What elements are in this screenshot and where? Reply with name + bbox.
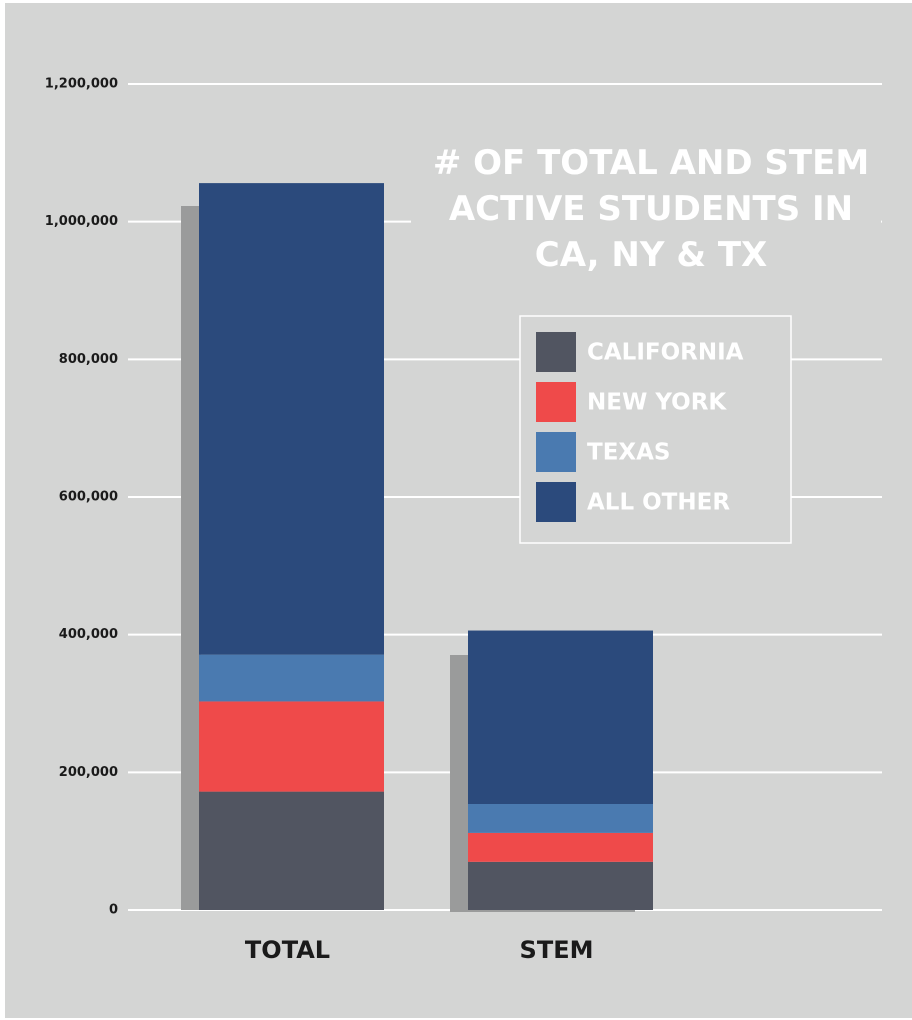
- legend-swatch: [536, 332, 576, 372]
- legend-label: NEW YORK: [587, 390, 727, 416]
- bar-shadow: [181, 206, 201, 910]
- chart-title: # OF TOTAL AND STEM ACTIVE STUDENTS IN CA,…: [433, 143, 869, 275]
- x-tick-label: TOTAL: [245, 936, 330, 964]
- y-tick-label: 1,200,000: [45, 77, 118, 92]
- x-tick-label: STEM: [520, 936, 594, 964]
- bar-segment: [199, 183, 384, 655]
- y-tick-label: 800,000: [59, 352, 118, 367]
- bar-segment: [468, 630, 653, 804]
- legend-swatch: [536, 382, 576, 422]
- bar-shadow: [450, 655, 470, 910]
- y-tick-label: 0: [109, 903, 118, 918]
- bar-segment: [468, 832, 653, 862]
- y-tick-label: 200,000: [59, 765, 118, 780]
- y-tick-label: 1,000,000: [45, 214, 118, 229]
- bar-segment: [199, 701, 384, 792]
- legend-label: TEXAS: [587, 440, 671, 466]
- bar-segment: [199, 654, 384, 702]
- title-backdrop: [411, 140, 881, 290]
- bar-segment: [468, 861, 653, 910]
- legend-swatch: [536, 482, 576, 522]
- legend-swatch: [536, 432, 576, 472]
- legend-label: CALIFORNIA: [587, 340, 744, 366]
- y-tick-label: 600,000: [59, 490, 118, 505]
- bar-segment: [199, 791, 384, 910]
- y-tick-label: 400,000: [59, 627, 118, 642]
- bar-segment: [468, 803, 653, 833]
- legend-label: ALL OTHER: [587, 490, 730, 516]
